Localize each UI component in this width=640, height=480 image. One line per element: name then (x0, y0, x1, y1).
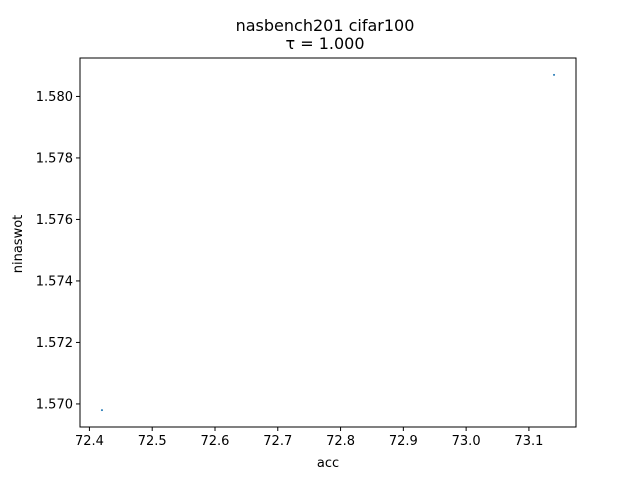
x-axis-label: acc (317, 456, 339, 471)
x-tick-label: 72.6 (201, 434, 230, 449)
chart-title: nasbench201 cifar100 (236, 16, 415, 35)
data-point (100, 409, 103, 412)
chart-subtitle: τ = 1.000 (285, 34, 364, 53)
x-tick-label: 72.4 (75, 434, 104, 449)
x-tick-label: 73.0 (452, 434, 481, 449)
x-tick-label: 72.7 (263, 434, 292, 449)
axes-frame (79, 57, 577, 428)
y-tick-label: 1.572 (36, 336, 73, 351)
plot-area: 72.4 72.5 72.6 72.7 72.8 72.9 73.0 73.1 1.570 1.5… (36, 57, 577, 449)
x-tick-label: 72.8 (326, 434, 355, 449)
y-axis-label: ninaswot (11, 215, 26, 274)
y-tick-label: 1.570 (36, 397, 73, 412)
y-tick-label: 1.578 (36, 151, 73, 166)
data-point (553, 73, 556, 76)
y-tick-label: 1.580 (36, 90, 73, 105)
y-tick-label: 1.576 (36, 213, 73, 228)
x-tick-label: 72.9 (389, 434, 418, 449)
x-tick-label: 72.5 (138, 434, 167, 449)
x-tick-label: 73.1 (514, 434, 543, 449)
y-tick-label: 1.574 (36, 274, 73, 289)
